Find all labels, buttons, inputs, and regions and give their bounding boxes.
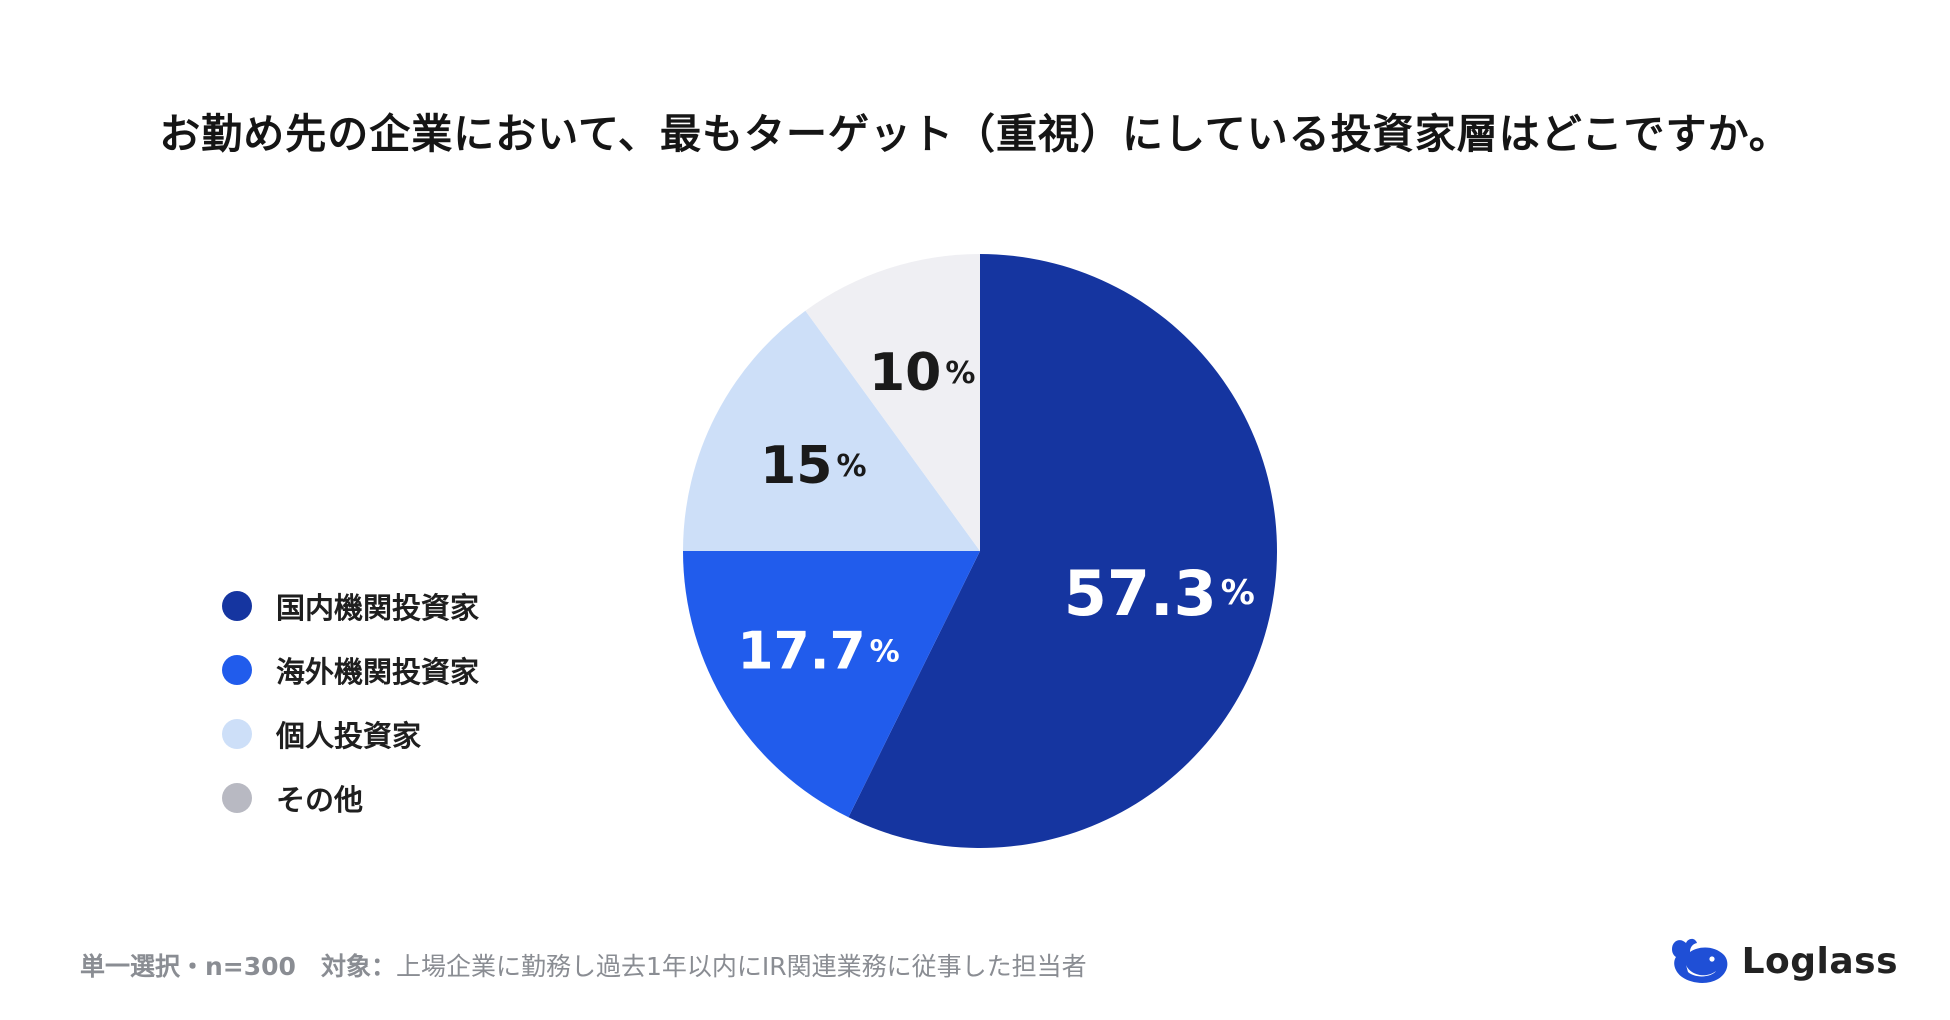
brand-name: Loglass xyxy=(1741,940,1898,982)
legend-label: 国内機関投資家 xyxy=(276,591,480,625)
pie-slice xyxy=(683,551,980,818)
pie-slice xyxy=(848,254,1278,849)
brand-logo: Loglass xyxy=(1668,935,1898,987)
chart-title: お勤め先の企業において、最もターゲット（重視）にしている投資家層はどこですか。 xyxy=(159,110,1791,158)
legend-swatch xyxy=(222,783,252,813)
legend-swatch xyxy=(222,591,252,621)
legend: 国内機関投資家 海外機関投資家 個人投資家その他 xyxy=(222,574,479,830)
slice-value-label: 17.7% xyxy=(737,621,899,681)
legend-item: 海外機関投資家 xyxy=(222,638,479,702)
slice-value-label: 10% xyxy=(869,343,975,403)
survey-note: 単一選択・n=300 対象：上場企業に勤務し過去1年以内にIR関連業務に従事した… xyxy=(80,947,1087,983)
survey-method: 単一選択・n=300 xyxy=(80,952,296,981)
legend-label: 個人投資家 xyxy=(276,719,422,753)
pie-slice xyxy=(805,254,980,551)
legend-swatch xyxy=(222,719,252,749)
legend-item: 国内機関投資家 xyxy=(222,574,479,638)
slice-value-label: 15% xyxy=(760,436,866,496)
legend-label: その他 xyxy=(276,783,364,817)
legend-item: その他 xyxy=(222,766,479,830)
pie-slice xyxy=(683,310,980,551)
slice-value-label: 57.3% xyxy=(1064,556,1255,629)
legend-item: 個人投資家 xyxy=(222,702,479,766)
whale-logo-icon xyxy=(1671,938,1727,983)
legend-swatch xyxy=(222,655,252,685)
target-label: 対象： xyxy=(320,952,396,981)
target-text: 上場企業に勤務し過去1年以内にIR関連業務に従事した担当者 xyxy=(395,952,1087,981)
legend-label: 海外機関投資家 xyxy=(276,655,480,689)
